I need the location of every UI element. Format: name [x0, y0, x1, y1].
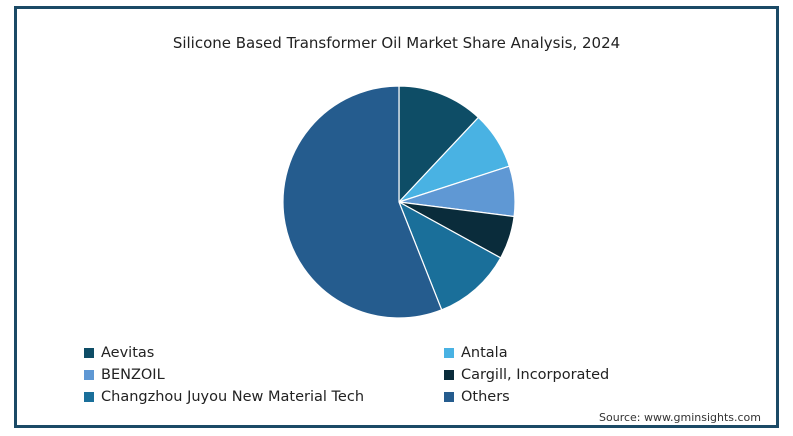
legend-item-antala: Antala — [444, 343, 644, 362]
legend-item-aevitas: Aevitas — [84, 343, 444, 362]
legend-label: Changzhou Juyou New Material Tech — [101, 388, 365, 405]
legend-swatch — [444, 391, 454, 402]
source-note: Source: www.gminsights.com — [599, 411, 761, 424]
legend-swatch — [444, 347, 454, 358]
pie-slice-aevitas — [398, 85, 480, 204]
legend-label: Aevitas — [101, 344, 155, 361]
legend-label: BENZOIL — [101, 366, 165, 383]
legend-label: Cargill, Incorporated — [461, 366, 610, 383]
legend-swatch — [84, 347, 94, 358]
legend-item-benzoil: BENZOIL — [84, 365, 444, 384]
chart-title: Silicone Based Transformer Oil Market Sh… — [172, 34, 621, 52]
legend-label: Antala — [461, 344, 508, 361]
chart-legend: Aevitas Antala BENZOIL Cargill, Incorporate… — [84, 343, 644, 406]
legend-item-cargill-incorporated: Cargill, Incorporated — [444, 365, 644, 384]
legend-item-changzhou-juyou-new-material-tech: Changzhou Juyou New Material Tech — [84, 387, 444, 406]
legend-swatch — [84, 369, 94, 380]
legend-swatch — [444, 369, 454, 380]
pie-slice-changzhou-juyou-new-material-tech — [397, 200, 502, 311]
pie-slice-others — [282, 85, 443, 319]
legend-swatch — [84, 391, 94, 402]
legend-label: Others — [461, 388, 510, 405]
legend-item-others: Others — [444, 387, 644, 406]
